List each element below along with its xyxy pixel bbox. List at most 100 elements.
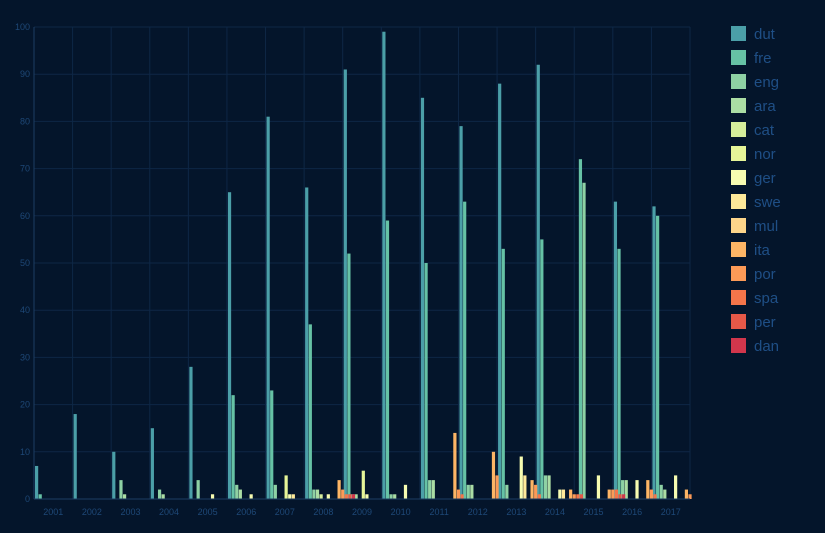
- bars: [35, 31, 692, 500]
- bar-fre-2013: [501, 248, 505, 499]
- x-tick-label: 2006: [236, 507, 256, 517]
- bar-per-2014: [579, 494, 584, 499]
- bar-eng-2012: [466, 484, 470, 499]
- bar-dut-2009: [343, 69, 347, 499]
- bar-dut-2004: [150, 428, 154, 499]
- legend-swatch-dan: [731, 338, 746, 353]
- axes: 0 10 20 30 40 50 60 70 80 90 100 2001 2002 2003 2004 20…: [15, 22, 690, 517]
- bar-spa-2008: [344, 494, 348, 499]
- bar-per-2008: [348, 494, 352, 499]
- x-tick-label: 2012: [468, 507, 488, 517]
- y-tick-label: 10: [20, 447, 30, 457]
- x-tick-label: 2001: [43, 507, 63, 517]
- bar-eng-2008: [312, 489, 316, 499]
- legend-label-nor: nor: [754, 146, 776, 163]
- legend-swatch-spa: [731, 290, 746, 305]
- bar-ita-2013: [530, 480, 534, 499]
- bar-spa-2011: [460, 494, 464, 499]
- bar-dut-2005: [189, 366, 193, 499]
- bar-dut-2010: [382, 31, 386, 499]
- bar-eng-2016: [621, 480, 625, 499]
- bar-fre-2006: [231, 395, 235, 499]
- legend-swatch-dut: [731, 26, 746, 41]
- bar-spa-2015: [614, 489, 619, 499]
- legend-swatch-nor: [731, 146, 746, 161]
- bar-ara-2016: [624, 480, 628, 499]
- bar-ara-2003: [122, 494, 127, 499]
- x-tick-label: 2010: [391, 507, 411, 517]
- bar-eng-2015: [582, 182, 586, 499]
- bar-fre-2014: [540, 239, 544, 499]
- legend-swatch-cat: [731, 122, 746, 137]
- bar-ara-2008: [315, 489, 320, 499]
- bar-dut-2001: [35, 465, 39, 499]
- legend-swatch-ara: [731, 98, 746, 113]
- bar-dut-2011: [420, 97, 425, 500]
- bar-ger-2005: [210, 494, 215, 499]
- legend-label-swe: swe: [754, 194, 781, 211]
- bar-dut-2013: [498, 83, 502, 499]
- x-tick-label: 2014: [545, 507, 565, 517]
- bar-swe-2007: [291, 494, 295, 499]
- bar-ara-2004: [161, 494, 165, 499]
- bar-eng-2017: [659, 484, 663, 499]
- y-tick-label: 60: [20, 211, 30, 221]
- legend-swatch-mul: [731, 218, 746, 233]
- bar-ger-2010: [403, 484, 408, 499]
- legend-label-spa: spa: [754, 290, 779, 307]
- bar-eng-2005: [196, 480, 200, 499]
- bar-spa-2014: [576, 494, 580, 499]
- bar-eng-2010: [389, 494, 393, 499]
- x-tick-label: 2005: [198, 507, 218, 517]
- bar-ita-2017: [684, 489, 689, 499]
- legend-label-ara: ara: [754, 98, 776, 115]
- bar-ger-2009: [365, 494, 369, 499]
- legend-label-ger: ger: [754, 170, 776, 187]
- bar-swe-2013: [523, 475, 527, 499]
- bar-dut-2008: [305, 187, 309, 500]
- bar-eng-2003: [119, 480, 123, 499]
- bar-dut-2017: [652, 206, 656, 500]
- legend-label-ita: ita: [754, 242, 771, 259]
- bar-fre-2016: [617, 248, 621, 499]
- bar-fre-2011: [424, 263, 428, 499]
- x-tick-label: 2008: [313, 507, 333, 517]
- bar-eng-2011: [428, 480, 432, 499]
- bar-ger-2006: [249, 494, 253, 499]
- bar-dut-2012: [459, 126, 463, 500]
- bar-swe-2014: [561, 489, 566, 499]
- x-tick-label: 2007: [275, 507, 295, 517]
- bar-por-2016: [649, 489, 654, 499]
- bar-ara-2012: [470, 484, 474, 499]
- bar-per-2015: [618, 494, 622, 499]
- bar-eng-2013: [505, 484, 509, 499]
- y-tick-label: 70: [20, 164, 30, 174]
- bar-fre-2010: [385, 220, 390, 499]
- legend-swatch-por: [731, 266, 746, 281]
- bar-por-2008: [341, 489, 345, 499]
- bar-ger-2013: [519, 456, 523, 499]
- legend: dut fre eng ara cat nor ger swe mul ita por spa per d…: [731, 26, 781, 355]
- legend-swatch-fre: [731, 50, 746, 65]
- bar-ita-2014: [569, 489, 573, 499]
- bar-ita-2012: [491, 451, 496, 499]
- x-tick-label: 2003: [120, 507, 140, 517]
- legend-swatch-swe: [731, 194, 746, 209]
- bar-por-2017: [688, 494, 692, 499]
- x-tick-label: 2002: [82, 507, 102, 517]
- y-tick-label: 40: [20, 305, 30, 315]
- x-tick-label: 2011: [429, 507, 448, 517]
- bar-ara-2009: [354, 494, 358, 499]
- bar-ger-2008: [326, 494, 330, 499]
- bar-eng-2004: [157, 489, 162, 499]
- x-tick-label: 2016: [622, 507, 642, 517]
- bar-fre-2008: [308, 324, 312, 499]
- legend-label-fre: fre: [754, 50, 772, 67]
- y-tick-label: 30: [20, 352, 30, 362]
- bar-dan-2015: [622, 494, 626, 499]
- y-tick-label: 80: [20, 116, 30, 126]
- bar-por-2015: [611, 489, 615, 499]
- y-tick-label: 50: [20, 258, 30, 268]
- y-tick-label: 0: [25, 494, 30, 504]
